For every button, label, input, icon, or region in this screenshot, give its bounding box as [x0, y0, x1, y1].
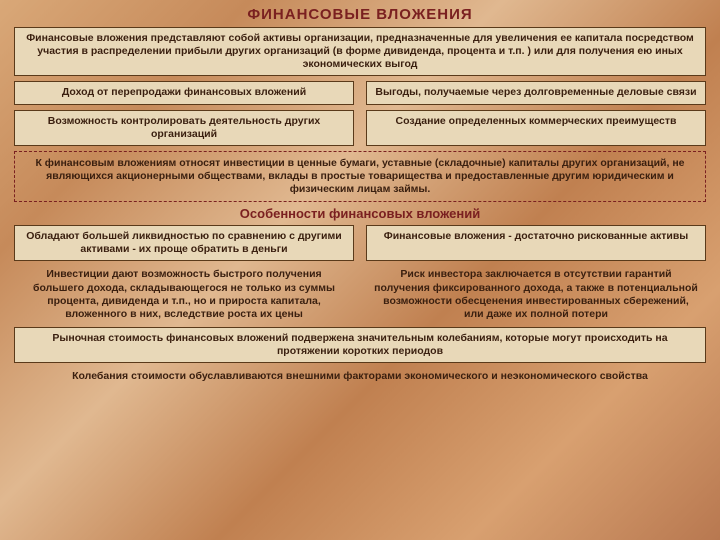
plain-investor-risk: Риск инвестора заключается в отсутствии …	[366, 266, 706, 323]
box-control-activity: Возможность контролировать деятельность …	[14, 110, 354, 146]
row-2: Возможность контролировать деятельность …	[14, 110, 706, 146]
plain-fast-income: Инвестиции дают возможность быстрого пол…	[14, 266, 354, 323]
row-3: Обладают большей ликвидностью по сравнен…	[14, 225, 706, 261]
intro-box: Финансовые вложения представляют собой а…	[14, 27, 706, 76]
box-income-resale: Доход от перепродажи финансовых вложений	[14, 81, 354, 104]
box-long-term-benefits: Выгоды, получаемые через долговременные …	[366, 81, 706, 104]
row-4: Инвестиции дают возможность быстрого пол…	[14, 266, 706, 323]
box-liquidity: Обладают большей ликвидностью по сравнен…	[14, 225, 354, 261]
dashed-note: К финансовым вложениям относят инвестици…	[14, 151, 706, 202]
subtitle: Особенности финансовых вложений	[14, 206, 706, 221]
box-commercial-advantages: Создание определенных коммерческих преим…	[366, 110, 706, 146]
plain-external-factors: Колебания стоимости обуславливаются внеш…	[14, 368, 706, 385]
page-title: ФИНАНСОВЫЕ ВЛОЖЕНИЯ	[14, 6, 706, 23]
box-risky-assets: Финансовые вложения - достаточно рискова…	[366, 225, 706, 261]
box-market-value: Рыночная стоимость финансовых вложений п…	[14, 327, 706, 363]
row-1: Доход от перепродажи финансовых вложений…	[14, 81, 706, 104]
